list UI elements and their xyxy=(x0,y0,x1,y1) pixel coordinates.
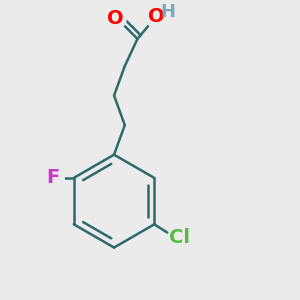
Text: F: F xyxy=(46,168,59,188)
Text: O: O xyxy=(148,7,165,26)
Text: O: O xyxy=(107,9,124,28)
Text: Cl: Cl xyxy=(169,228,190,247)
Text: H: H xyxy=(161,3,176,21)
